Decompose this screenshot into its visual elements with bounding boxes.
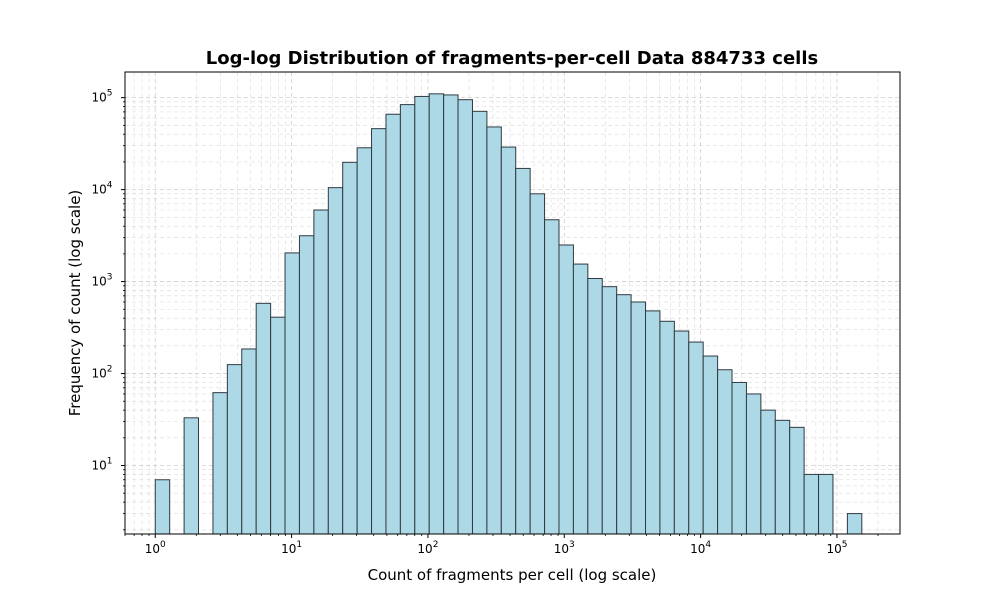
histogram-bar: [414, 95, 430, 535]
axis-ticks: 100 101 102 103 104 105 101 102 103 104 105: [91, 89, 879, 556]
histogram-bar: [486, 126, 502, 535]
x-tick-label: 105: [826, 540, 847, 556]
histogram-bar: [760, 409, 776, 535]
histogram-bar: [298, 235, 315, 535]
histogram-bar: [673, 330, 690, 535]
histogram-bar: [457, 99, 473, 535]
histogram-bar: [572, 263, 589, 535]
histogram-bar: [645, 310, 661, 535]
histogram-bar: [659, 320, 675, 535]
histogram-bar: [356, 147, 373, 535]
histogram-bar: [601, 286, 618, 535]
histogram-bar: [154, 479, 171, 535]
x-tick-label: 100: [145, 540, 166, 556]
histogram-bar: [803, 473, 820, 535]
histogram-bar: [428, 93, 445, 535]
y-tick-label: 102: [91, 365, 112, 381]
x-tick-label: 104: [690, 540, 711, 556]
histogram-bar: [241, 348, 257, 535]
histogram-bar: [500, 146, 517, 535]
histogram-bar: [745, 393, 762, 535]
chart-title: Log-log Distribution of fragments-per-ce…: [206, 48, 818, 69]
x-tick-label: 101: [281, 540, 302, 556]
histogram-bar: [515, 167, 531, 535]
y-axis-label: Frequency of count (log scale): [66, 190, 84, 417]
histogram-bar: [255, 302, 272, 535]
x-axis-label: Count of fragments per cell (log scale): [368, 566, 657, 584]
histogram-bar: [443, 94, 459, 535]
plot-frame: [124, 71, 901, 535]
histogram-bar: [702, 355, 719, 535]
y-tick-label: 101: [91, 457, 112, 473]
histogram-bar: [558, 244, 574, 535]
histogram-bar: [818, 473, 834, 535]
histogram-bar: [630, 301, 647, 535]
histogram-bar: [226, 364, 243, 535]
histogram-bar: [616, 294, 632, 535]
histogram-bar: [313, 209, 329, 535]
y-tick-label: 104: [91, 181, 112, 197]
histogram-bar: [587, 277, 603, 535]
histogram-bar: [789, 426, 805, 535]
histogram-bar: [774, 419, 791, 535]
histogram-bar: [212, 392, 228, 535]
histogram-bar: [371, 128, 387, 535]
histogram-bar: [688, 341, 704, 535]
histogram-bar: [327, 187, 344, 535]
histogram-bar: [544, 219, 560, 535]
histogram-bar: [717, 369, 733, 535]
histogram-bar: [846, 513, 863, 535]
x-tick-label: 103: [554, 540, 575, 556]
histogram-bar: [284, 252, 300, 535]
histogram-bar: [183, 417, 200, 535]
x-tick-label: 102: [417, 540, 438, 556]
histogram-bar: [731, 381, 747, 535]
histogram-bar: [529, 193, 546, 535]
histogram-bar: [471, 110, 488, 535]
y-tick-label: 103: [91, 273, 112, 289]
y-tick-label: 105: [91, 89, 112, 105]
histogram-bar: [399, 104, 416, 535]
histogram-bar: [342, 161, 358, 535]
histogram-bar: [385, 113, 401, 535]
histogram-bar: [270, 316, 286, 535]
